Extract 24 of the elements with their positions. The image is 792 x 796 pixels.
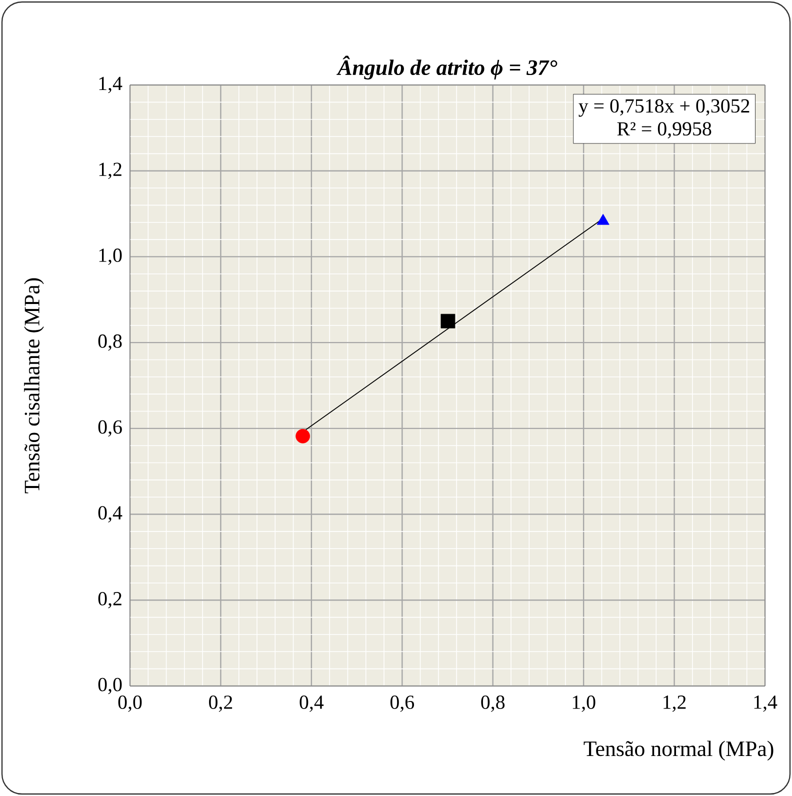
y-tick-label: 0,8 [98, 334, 122, 351]
y-tick-label: 1,4 [99, 76, 122, 94]
y-axis-title: Tensão cisalhante (MPa) [24, 278, 44, 494]
y-tick-label: 0,2 [98, 592, 122, 608]
x-tick-label: 0,0 [118, 696, 142, 712]
x-tick-label: 1,4 [754, 696, 778, 712]
point [596, 214, 610, 225]
x-tick-label: 1,0 [572, 696, 596, 712]
x-axis-title: Tensão normal (MPa) [584, 740, 774, 761]
annotation: R² = 0,9958 [617, 122, 712, 138]
y-tick-label: 0,0 [98, 678, 122, 694]
x-tick-label: 0,6 [390, 696, 414, 712]
chart-title: Ângulo de atrito ϕ = 37° [336, 56, 558, 80]
x-tick-label: 0,4 [300, 696, 324, 712]
y-tick-label: 0,6 [98, 420, 122, 437]
x-tick-label: 1,2 [664, 696, 686, 712]
y-tick-label: 0,4 [98, 506, 122, 522]
point [440, 314, 456, 328]
annotation: y = 0,7518x + 0,3052 [578, 99, 750, 117]
x-tick-label: 0,2 [209, 696, 232, 712]
y-tick-label: 1,2 [99, 162, 122, 179]
x-tick-label: 0,8 [481, 696, 505, 712]
point [296, 428, 310, 444]
y-tick-label: 1,0 [99, 248, 122, 265]
